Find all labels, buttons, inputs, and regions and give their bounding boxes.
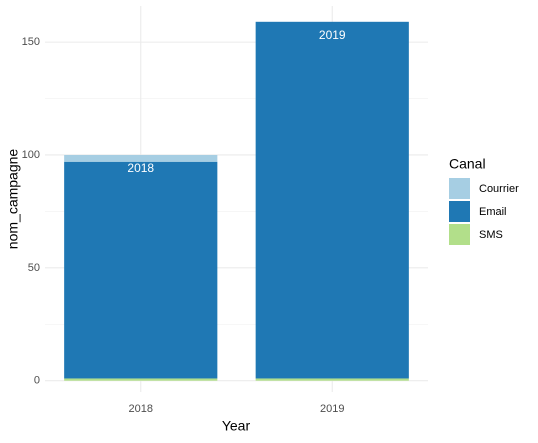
y-tick-label: 0 <box>34 375 40 387</box>
legend: Courrier Email SMS <box>449 178 519 245</box>
legend-swatch <box>449 201 470 222</box>
bar-segment <box>255 378 409 381</box>
bar-segment <box>64 378 218 381</box>
y-axis-title: nom_campagne <box>5 149 21 250</box>
x-tick-label: 2018 <box>129 403 153 415</box>
y-tick-label: 150 <box>22 36 40 48</box>
legend-title: Canal <box>449 156 486 172</box>
legend-label: Courrier <box>479 183 519 195</box>
bars: 2018 2019 <box>64 21 409 381</box>
bar-label: 2019 <box>319 28 346 42</box>
x-tick-label: 2019 <box>320 403 344 415</box>
legend-swatch <box>449 224 470 245</box>
legend-swatch <box>449 178 470 199</box>
y-tick-label: 50 <box>28 262 40 274</box>
legend-label: Email <box>479 206 507 218</box>
bar-segment <box>64 154 218 162</box>
bar-segment <box>64 161 218 379</box>
bar-label: 2018 <box>127 161 154 175</box>
legend-label: SMS <box>479 229 503 241</box>
y-tick-label: 100 <box>22 149 40 161</box>
bar-segment <box>255 21 409 379</box>
x-axis-title: Year <box>222 418 251 434</box>
